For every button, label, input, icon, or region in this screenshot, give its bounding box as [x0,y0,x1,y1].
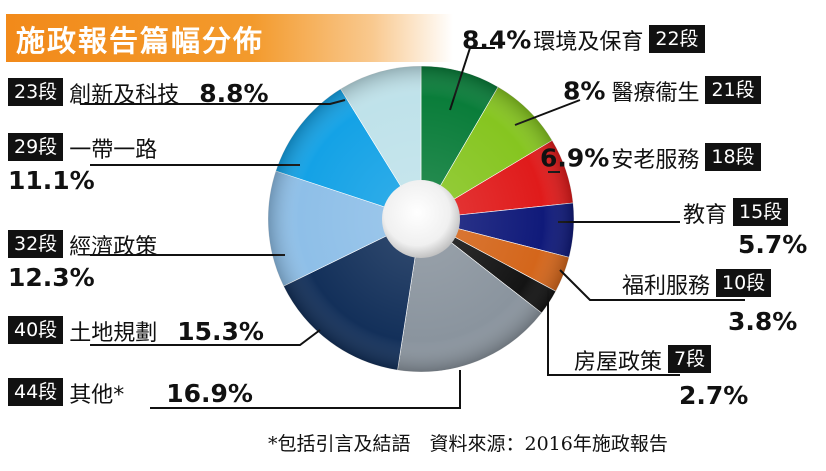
footnote: *包括引言及結語 資料來源：2016年施政報告 [268,433,668,455]
label-slice-8: 32段 經濟政策 [8,229,163,261]
name-label-slice-5: 房屋政策 [574,350,663,375]
label-slice-1: 8% 醫療衞生 21段 [563,75,761,107]
value-label-slice-5: 2.7% [679,381,749,410]
name-label-slice-6: 其他* [69,383,125,408]
label-slice-9: 29段 一帶一路 [8,132,163,164]
name-label-slice-1: 醫療衞生 [611,81,700,106]
value-label-slice-1: 8% [563,76,606,106]
value-label-slice-10: 8.8% [199,78,269,108]
chart-title: 施政報告篇幅分佈 [16,24,265,58]
name-label-slice-3: 教育 [683,203,728,228]
value-label-slice-8: 12.3% [8,263,95,292]
label-slice-5: 房屋政策 7段 [574,344,712,376]
count-badge-slice-6: 44段 [8,377,64,406]
count-badge-slice-5: 7段 [668,344,712,373]
label-slice-6: 44段 其他* 16.9% [8,377,253,409]
label-slice-10: 23段 創新及科技 8.8% [8,77,269,109]
value-label-slice-4: 3.8% [728,307,798,336]
count-badge-slice-2: 18段 [705,142,761,171]
value-label-slice-9: 11.1% [8,166,95,195]
label-slice-3: 教育 15段 [683,197,789,229]
count-badge-slice-1: 21段 [705,75,761,104]
leader-line-6 [150,370,461,409]
count-badge-slice-10: 23段 [8,77,64,106]
title-banner [6,14,453,62]
count-badge-slice-4: 10段 [716,268,772,297]
value-label-slice-3: 5.7% [738,230,808,259]
pie-center-hole [382,180,460,258]
label-slice-0: 8.4%環境及保育 22段 [462,24,705,56]
name-label-slice-8: 經濟政策 [69,235,158,260]
count-badge-slice-7: 40段 [8,315,64,344]
name-label-slice-2: 安老服務 [611,148,700,173]
label-slice-2: 6.9%安老服務 18段 [540,142,761,174]
name-label-slice-10: 創新及科技 [69,83,180,108]
value-label-slice-6: 16.9% [166,378,253,408]
name-label-slice-7: 土地規劃 [69,321,158,346]
name-label-slice-4: 福利服務 [622,274,711,299]
label-slice-4: 福利服務 10段 [622,268,772,300]
count-badge-slice-3: 15段 [733,197,789,226]
value-label-slice-7: 15.3% [177,316,264,346]
value-label-slice-2: 6.9% [540,143,610,173]
label-slice-7: 40段 土地規劃 15.3% [8,315,264,347]
name-label-slice-0: 環境及保育 [533,30,644,55]
count-badge-slice-0: 22段 [649,24,705,53]
count-badge-slice-9: 29段 [8,132,64,161]
name-label-slice-9: 一帶一路 [69,138,158,163]
count-badge-slice-8: 32段 [8,229,64,258]
value-label-slice-0: 8.4% [462,25,532,55]
